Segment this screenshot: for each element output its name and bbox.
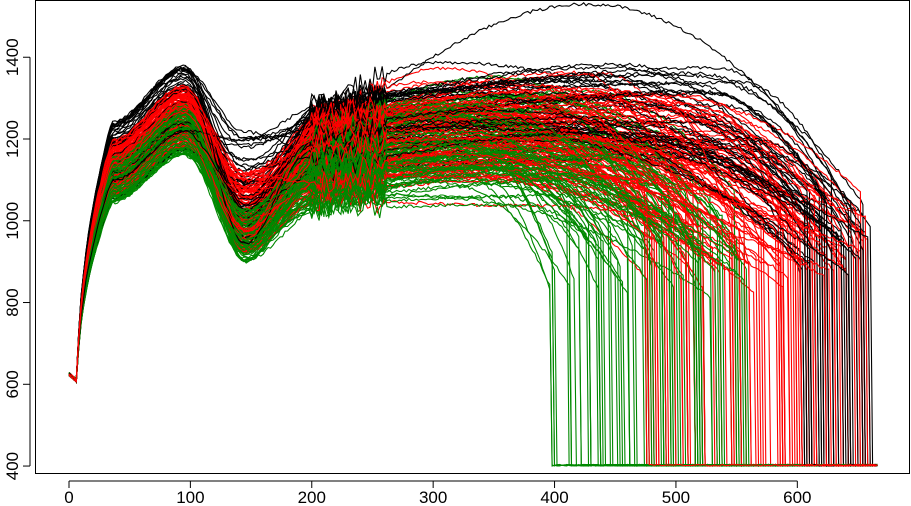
series-line-231: [68, 93, 878, 467]
series-line-203: [68, 110, 878, 467]
x-tick-label: 300: [419, 488, 447, 506]
x-axis: 0 100 200 300 400 500 600: [64, 480, 812, 506]
x-tick-label: 600: [783, 488, 811, 506]
x-tick-label: 100: [176, 488, 204, 506]
series-line-234: [68, 95, 878, 467]
series-line-228: [68, 91, 878, 467]
x-tick-label: 200: [298, 488, 326, 506]
x-tick-label: 400: [540, 488, 568, 506]
y-tick-label: 800: [3, 288, 22, 316]
y-tick-label: 600: [3, 370, 22, 398]
series-line-174: [68, 69, 878, 467]
y-tick-label: 400: [3, 452, 22, 480]
series-lines: [68, 2, 878, 467]
series-line-244: [68, 83, 878, 467]
series-line-229: [68, 71, 878, 467]
x-tick-label: 0: [64, 488, 73, 506]
series-line-221: [68, 77, 878, 467]
y-tick-label: 1000: [3, 202, 22, 240]
series-line-176: [68, 70, 878, 467]
plot-frame: [35, 0, 910, 474]
series-line-241: [68, 115, 878, 467]
y-tick-label: 1400: [3, 38, 22, 76]
series-line-226: [68, 88, 878, 467]
x-tick-label: 500: [662, 488, 690, 506]
series-line-224: [68, 66, 878, 467]
y-axis: 400 600 800 1000 1200 1400: [3, 38, 31, 480]
series-line-243: [68, 84, 878, 467]
y-tick-label: 1200: [3, 120, 22, 158]
